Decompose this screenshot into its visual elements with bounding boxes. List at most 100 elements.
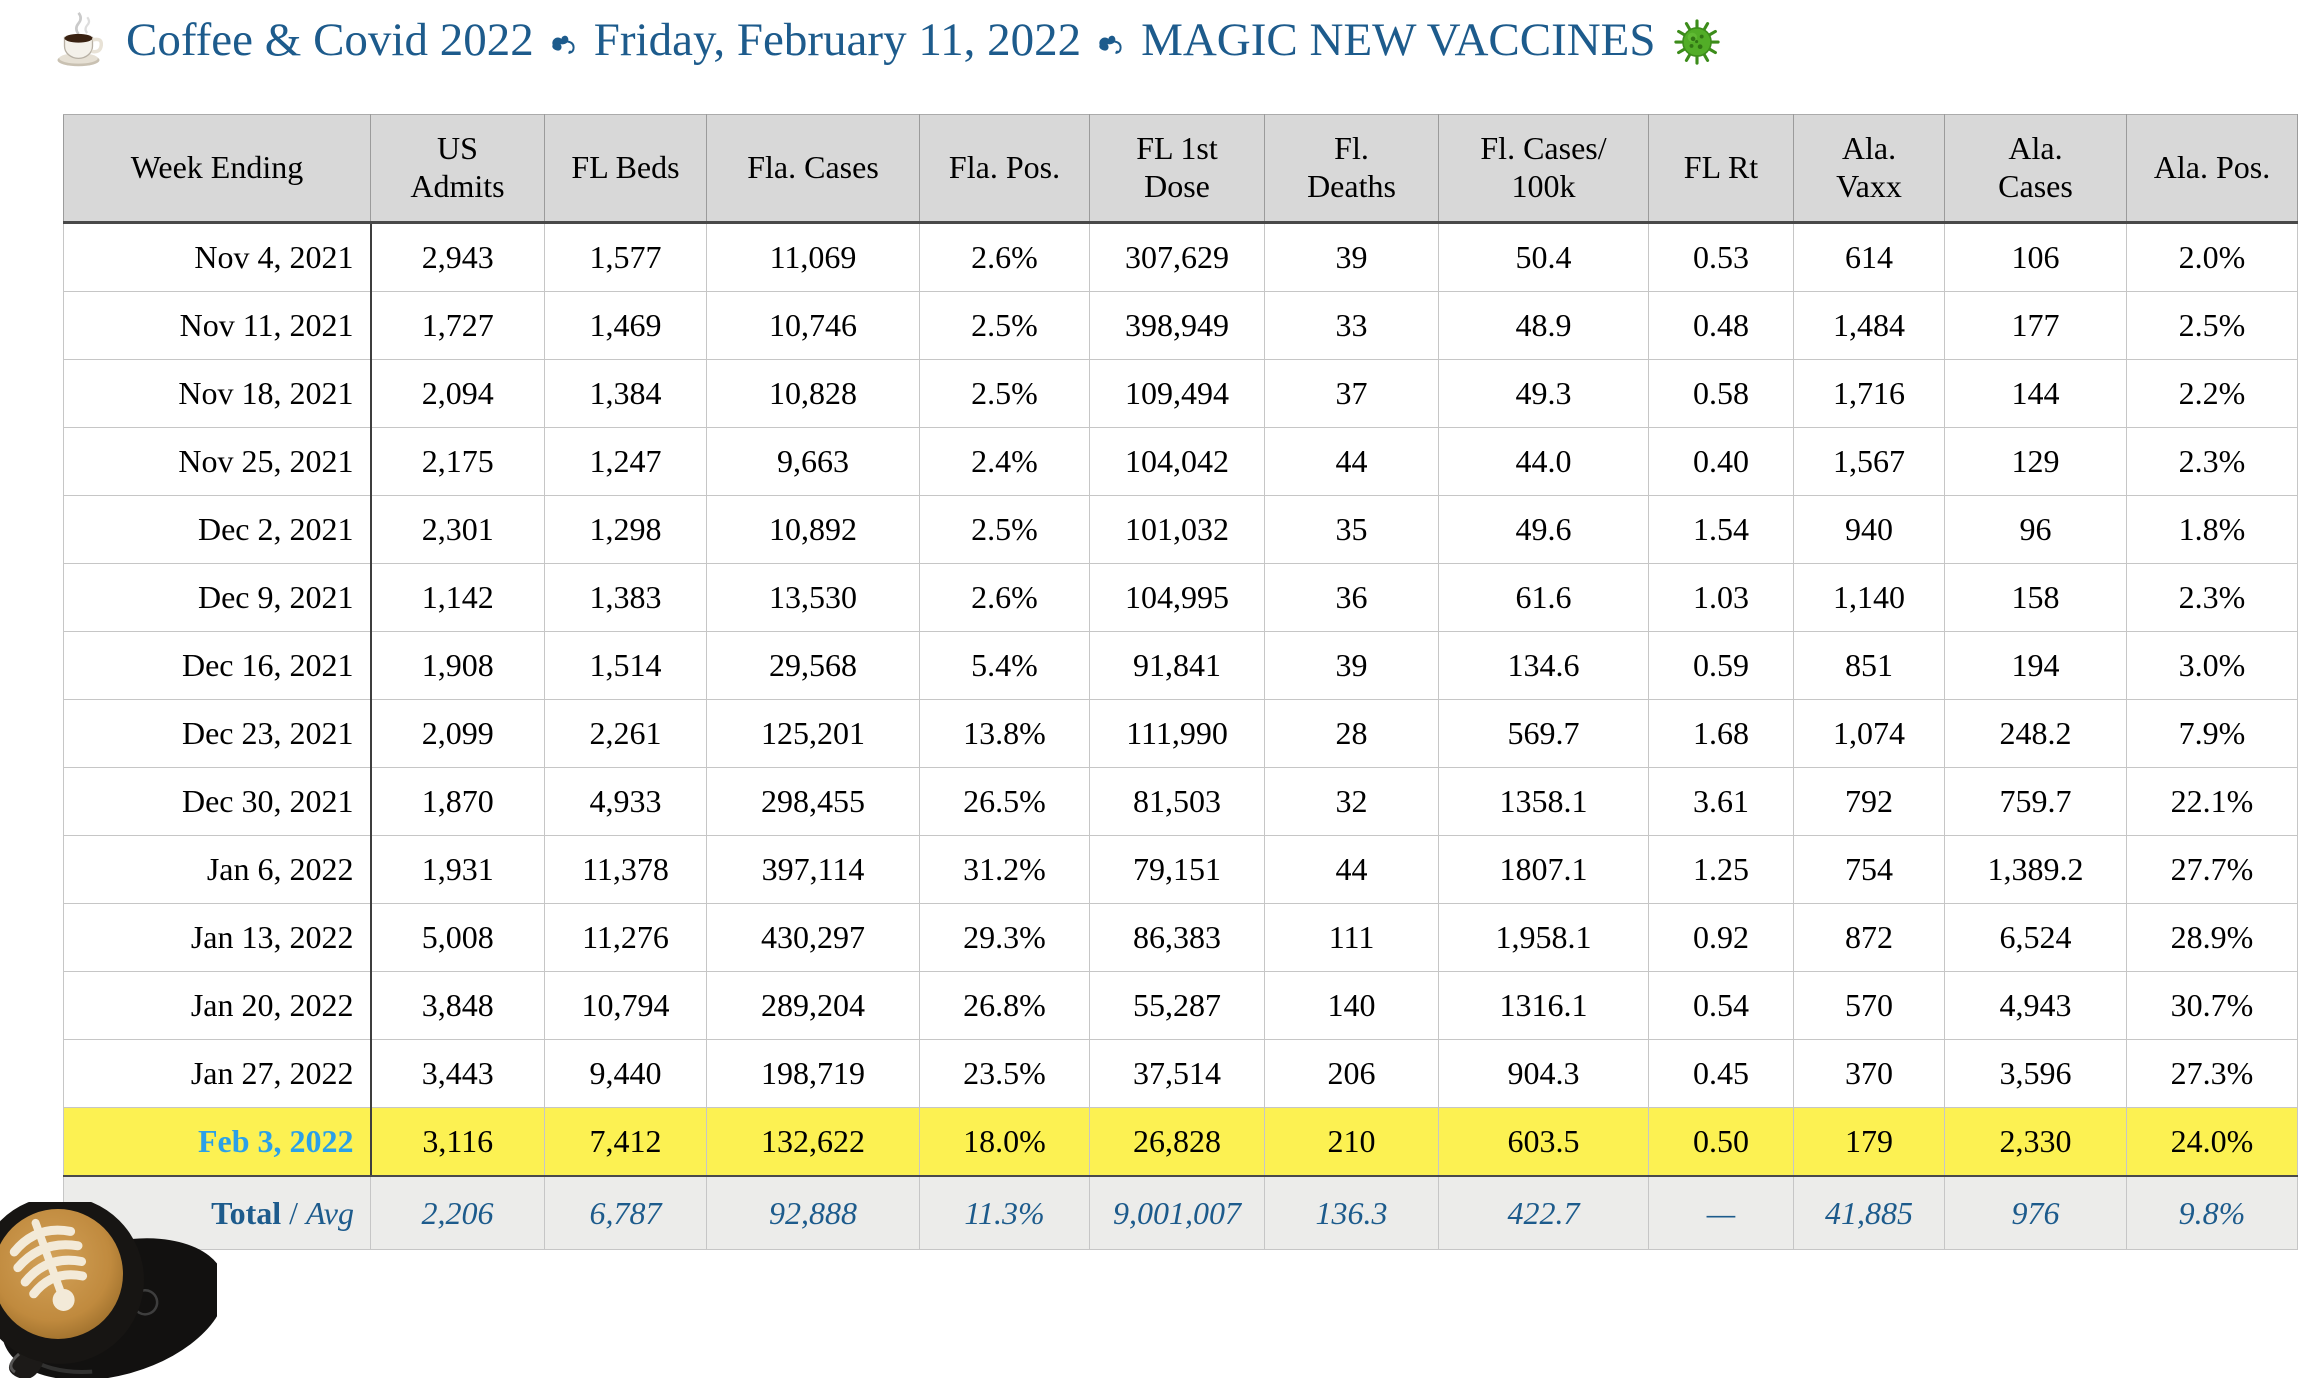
table-cell: 50.4 bbox=[1438, 222, 1649, 292]
table-cell: 1.25 bbox=[1648, 835, 1794, 904]
table-cell: 2.6% bbox=[919, 222, 1090, 292]
table-cell: 3,116 bbox=[370, 1107, 545, 1177]
column-header: Fl. Deaths bbox=[1264, 114, 1439, 224]
table-cell: 1,383 bbox=[544, 563, 707, 632]
table-row: Jan 13, 2022 5,008 11,276 430,297 29.3% 86,38… bbox=[63, 903, 2298, 972]
table-cell: 5.4% bbox=[919, 631, 1090, 700]
table-cell: 1.68 bbox=[1648, 699, 1794, 768]
table-cell: 397,114 bbox=[706, 835, 920, 904]
column-header: US Admits bbox=[370, 114, 545, 224]
week-ending-cell: Nov 4, 2021 bbox=[63, 222, 372, 292]
table-cell: 1807.1 bbox=[1438, 835, 1649, 904]
table-cell: 0.92 bbox=[1648, 903, 1794, 972]
table-cell: 1,247 bbox=[544, 427, 707, 496]
table-row: Jan 20, 2022 3,848 10,794 289,204 26.8% 55,28… bbox=[63, 971, 2298, 1040]
table-cell: 9,663 bbox=[706, 427, 920, 496]
table-cell: 904.3 bbox=[1438, 1039, 1649, 1108]
table-cell: 0.45 bbox=[1648, 1039, 1794, 1108]
week-ending-cell: Feb 3, 2022 bbox=[63, 1107, 372, 1177]
table-cell: 851 bbox=[1793, 631, 1945, 700]
table-cell: 1.8% bbox=[2126, 495, 2298, 564]
table-cell: 298,455 bbox=[706, 767, 920, 836]
table-cell: 10,794 bbox=[544, 971, 707, 1040]
column-header: Fla. Pos. bbox=[919, 114, 1090, 224]
table-cell: 603.5 bbox=[1438, 1107, 1649, 1177]
table-cell: 32 bbox=[1264, 767, 1439, 836]
table-cell: 7.9% bbox=[2126, 699, 2298, 768]
table-cell: 29.3% bbox=[919, 903, 1090, 972]
table-cell: 2,330 bbox=[1944, 1107, 2127, 1177]
column-header: FL 1st Dose bbox=[1089, 114, 1265, 224]
table-cell: 35 bbox=[1264, 495, 1439, 564]
table-cell: 872 bbox=[1793, 903, 1945, 972]
table-cell: 10,746 bbox=[706, 291, 920, 360]
table-cell: 1,140 bbox=[1793, 563, 1945, 632]
table-cell: 140 bbox=[1264, 971, 1439, 1040]
week-ending-cell: Dec 30, 2021 bbox=[63, 767, 372, 836]
total-value-cell: 6,787 bbox=[544, 1175, 707, 1250]
table-cell: 104,042 bbox=[1089, 427, 1265, 496]
table-cell: 1,389.2 bbox=[1944, 835, 2127, 904]
virus-icon bbox=[1673, 19, 1720, 65]
week-ending-cell: Nov 18, 2021 bbox=[63, 359, 372, 428]
table-cell: 111 bbox=[1264, 903, 1439, 972]
table-cell: 104,995 bbox=[1089, 563, 1265, 632]
table-cell: 86,383 bbox=[1089, 903, 1265, 972]
table-cell: 1,514 bbox=[544, 631, 707, 700]
table-cell: 2.2% bbox=[2126, 359, 2298, 428]
table-cell: 2.5% bbox=[919, 291, 1090, 360]
table-cell: 2.4% bbox=[919, 427, 1090, 496]
table-cell: 10,828 bbox=[706, 359, 920, 428]
table-cell: 44 bbox=[1264, 427, 1439, 496]
table-row: Nov 4, 2021 2,943 1,577 11,069 2.6% 307,629 39… bbox=[63, 222, 2298, 292]
table-cell: 2,175 bbox=[370, 427, 545, 496]
table-cell: 754 bbox=[1793, 835, 1945, 904]
table-cell: 570 bbox=[1793, 971, 1945, 1040]
latte-photo bbox=[0, 1202, 217, 1378]
table-cell: 1,931 bbox=[370, 835, 545, 904]
table-cell: 2.5% bbox=[919, 495, 1090, 564]
table-row: Nov 25, 2021 2,175 1,247 9,663 2.4% 104,042 44… bbox=[63, 427, 2298, 496]
table-row: Dec 2, 2021 2,301 1,298 10,892 2.5% 101,032 35… bbox=[63, 495, 2298, 564]
total-value-cell: 11.3% bbox=[919, 1175, 1090, 1250]
table-cell: 4,933 bbox=[544, 767, 707, 836]
table-cell: 569.7 bbox=[1438, 699, 1649, 768]
table-cell: 7,412 bbox=[544, 1107, 707, 1177]
table-cell: 44.0 bbox=[1438, 427, 1649, 496]
table-cell: 106 bbox=[1944, 222, 2127, 292]
table-cell: 39 bbox=[1264, 631, 1439, 700]
table-cell: 37,514 bbox=[1089, 1039, 1265, 1108]
table-cell: 430,297 bbox=[706, 903, 920, 972]
total-value-cell: 422.7 bbox=[1438, 1175, 1649, 1250]
table-cell: 33 bbox=[1264, 291, 1439, 360]
table-cell: 10,892 bbox=[706, 495, 920, 564]
total-value-cell: — bbox=[1648, 1175, 1794, 1250]
fleuron-icon bbox=[1099, 35, 1122, 54]
table-cell: 125,201 bbox=[706, 699, 920, 768]
table-cell: 79,151 bbox=[1089, 835, 1265, 904]
table-cell: 3.0% bbox=[2126, 631, 2298, 700]
table-cell: 101,032 bbox=[1089, 495, 1265, 564]
coffee-cup-icon bbox=[57, 12, 104, 67]
table-cell: 13.8% bbox=[919, 699, 1090, 768]
table-cell: 3,596 bbox=[1944, 1039, 2127, 1108]
table-cell: 36 bbox=[1264, 563, 1439, 632]
table-cell: 792 bbox=[1793, 767, 1945, 836]
table-cell: 30.7% bbox=[2126, 971, 2298, 1040]
table-cell: 49.3 bbox=[1438, 359, 1649, 428]
table-cell: 2,099 bbox=[370, 699, 545, 768]
table-cell: 0.40 bbox=[1648, 427, 1794, 496]
table-cell: 2.6% bbox=[919, 563, 1090, 632]
table-cell: 96 bbox=[1944, 495, 2127, 564]
table-cell: 3.61 bbox=[1648, 767, 1794, 836]
table-cell: 2,943 bbox=[370, 222, 545, 292]
total-label: / bbox=[281, 1194, 307, 1231]
total-value-cell: 2,206 bbox=[370, 1175, 545, 1250]
table-cell: 39 bbox=[1264, 222, 1439, 292]
table-cell: 1.03 bbox=[1648, 563, 1794, 632]
total-value-cell: 9.8% bbox=[2126, 1175, 2298, 1250]
table-cell: 940 bbox=[1793, 495, 1945, 564]
table-cell: 759.7 bbox=[1944, 767, 2127, 836]
table-cell: 2,301 bbox=[370, 495, 545, 564]
